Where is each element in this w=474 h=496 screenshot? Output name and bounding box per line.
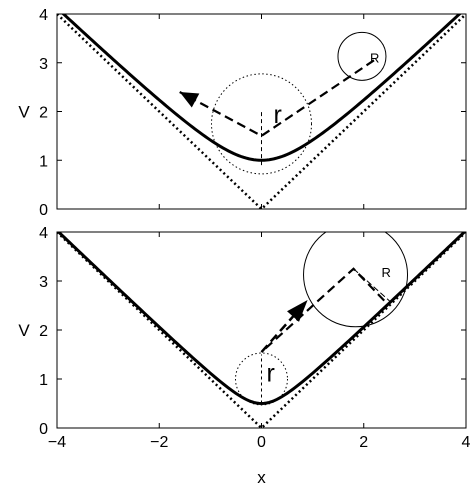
y-axis-label: V [18, 103, 30, 122]
y-tick-label: 1 [39, 153, 48, 170]
r-label: r [267, 360, 275, 388]
small-dotted-circle [211, 73, 312, 175]
R-label: R [382, 265, 391, 280]
y-tick-label: 3 [39, 56, 48, 73]
small-dotted-circle [235, 352, 288, 406]
y-tick-label: 4 [39, 7, 48, 24]
x-tick-label: 2 [359, 434, 368, 451]
big-circle [337, 31, 387, 81]
y-tick-label: 2 [39, 323, 48, 340]
solid-curve [61, 14, 462, 162]
y-tick-label: 4 [39, 225, 48, 242]
y-tick-label: 3 [39, 274, 48, 291]
arrowhead [179, 92, 200, 108]
x-axis-label: x [257, 468, 266, 487]
x-tick-label: 0 [257, 434, 266, 451]
big-circle [303, 232, 409, 328]
plot-frame [56, 231, 467, 429]
arrowhead [287, 300, 308, 322]
r-label: r [274, 101, 282, 129]
dotted-line [57, 232, 466, 428]
x-tick-label: −2 [150, 434, 168, 451]
dashed-arrow-shaft [260, 302, 306, 353]
y-tick-label: 0 [39, 202, 48, 219]
x-tick-label: −4 [48, 434, 66, 451]
y-axis-label: V [18, 321, 30, 340]
y-tick-label: 2 [39, 105, 48, 122]
R-label: R [370, 50, 379, 65]
dotted-line [57, 14, 466, 209]
dashed-path [179, 59, 375, 138]
x-tick-label: 4 [462, 434, 471, 451]
plot-area: rR [57, 14, 466, 209]
y-tick-label: 0 [39, 421, 48, 438]
dashed-path [260, 267, 385, 353]
y-tick-label: 1 [39, 372, 48, 389]
plot-area: rR [57, 232, 466, 428]
solid-curve [57, 232, 466, 406]
